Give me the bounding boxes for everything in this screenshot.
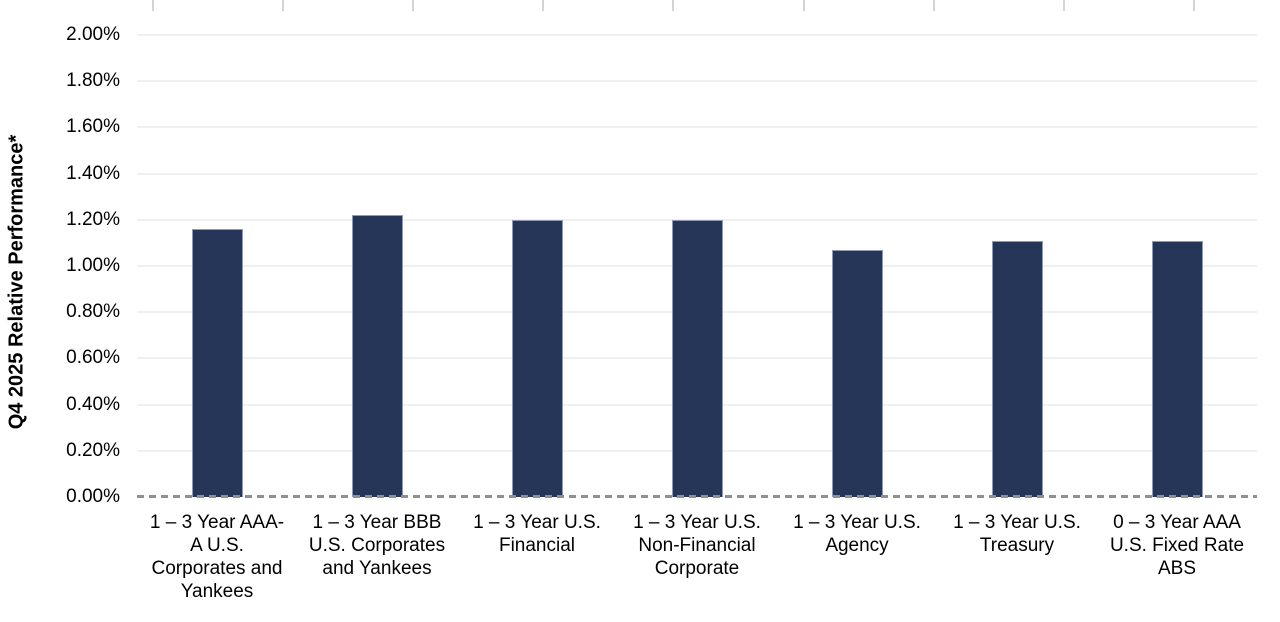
y-tick-label: 0.00% bbox=[66, 486, 120, 507]
y-tick-label: 0.60% bbox=[66, 347, 120, 369]
bar bbox=[191, 229, 243, 497]
top-tick bbox=[932, 0, 935, 11]
top-tick bbox=[1192, 0, 1195, 11]
top-tick bbox=[152, 0, 154, 11]
top-tick bbox=[412, 0, 415, 11]
gridline bbox=[137, 34, 1257, 36]
x-category-label: 0 – 3 Year AAA U.S. Fixed Rate ABS bbox=[1109, 512, 1245, 579]
x-category-label: 1 – 3 Year U.S. Treasury bbox=[953, 512, 1081, 556]
gridline bbox=[137, 172, 1257, 175]
y-tick-label: 1.80% bbox=[66, 70, 120, 92]
x-category-label: 1 – 3 Year BBB U.S. Corporates and Yankees bbox=[308, 512, 446, 579]
x-category-label: 1 – 3 Year U.S. Non-Financial Corporate bbox=[633, 512, 761, 579]
gridline bbox=[137, 218, 1257, 221]
bar bbox=[511, 219, 563, 497]
x-category-label: 1 – 3 Year U.S. Agency bbox=[793, 512, 921, 556]
top-tick bbox=[542, 0, 545, 11]
y-tick-label: 0.40% bbox=[66, 393, 120, 415]
bar bbox=[1151, 240, 1203, 497]
y-tick-label: 0.20% bbox=[66, 439, 120, 461]
gridline bbox=[137, 80, 1257, 83]
top-tick bbox=[1062, 0, 1065, 11]
top-tick bbox=[282, 0, 285, 11]
y-tick-label: 1.00% bbox=[66, 255, 120, 276]
x-category-label: 1 – 3 Year U.S. Financial bbox=[473, 512, 601, 556]
y-tick-label: 1.40% bbox=[66, 162, 120, 184]
zero-baseline bbox=[137, 495, 1257, 498]
y-tick-label: 2.00% bbox=[66, 24, 120, 45]
bar bbox=[991, 240, 1043, 497]
bar bbox=[831, 249, 883, 497]
bar bbox=[671, 219, 723, 497]
y-tick-label: 0.80% bbox=[66, 301, 120, 323]
bar bbox=[351, 215, 403, 497]
y-tick-label: 1.20% bbox=[66, 208, 120, 230]
x-category-label: 1 – 3 Year AAA- A U.S. Corporates and Yanke… bbox=[149, 512, 285, 602]
y-tick-label: 1.60% bbox=[66, 116, 120, 138]
top-tick bbox=[802, 0, 805, 11]
plot-area bbox=[137, 34, 1257, 498]
top-tick bbox=[672, 0, 675, 11]
gridline bbox=[137, 126, 1257, 129]
